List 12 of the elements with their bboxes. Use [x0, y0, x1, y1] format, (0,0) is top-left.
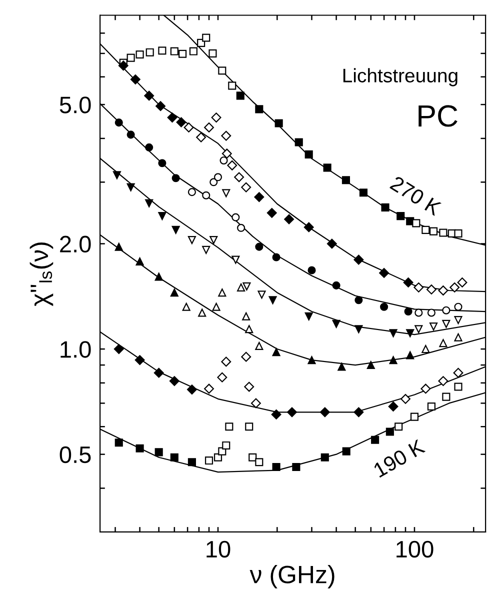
y-tick-label: 5.0 — [60, 96, 91, 114]
annotation: 270 K — [389, 175, 442, 216]
annotation: 190 K — [372, 438, 426, 478]
y-tick-label: 1.0 — [60, 341, 91, 358]
x-tick-label: 10 — [206, 540, 230, 558]
x-tick-label: 100 — [396, 540, 434, 558]
y-axis-title: χ''$_{ls}$(ν) — [30, 242, 54, 306]
y-tick-label: 2.0 — [60, 236, 91, 253]
annotation: PC — [418, 105, 458, 127]
annotation: Lichtstreuung — [343, 68, 458, 86]
x-axis-title: ν (GHz) — [250, 565, 334, 588]
y-tick-label: 0.5 — [60, 446, 91, 464]
